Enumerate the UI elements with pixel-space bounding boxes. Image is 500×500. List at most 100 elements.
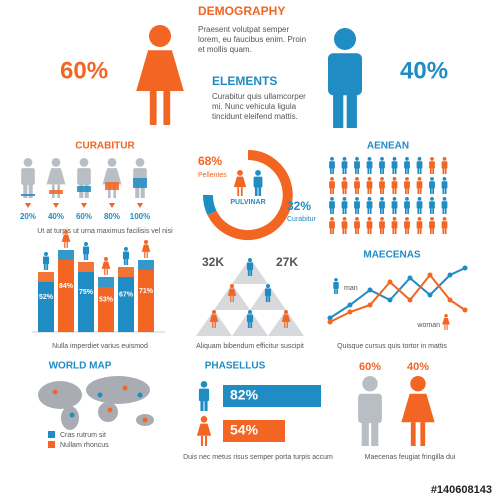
fill-level [105,182,119,190]
leg [367,228,370,234]
percent: 40% [407,361,429,373]
percent: 68% [198,154,222,168]
leg [43,263,46,270]
man-icon [329,197,335,214]
continent [38,381,82,409]
leg [404,208,407,214]
point [367,302,373,308]
head [355,177,359,181]
leg [344,188,347,194]
body [379,181,385,189]
body [379,161,385,169]
head [392,217,397,221]
leg [342,168,345,174]
donut-inner [220,167,276,223]
point [447,272,453,278]
man-icon [329,157,335,174]
head [410,376,426,392]
man-icon [366,177,373,194]
leg [28,184,33,198]
leg [392,168,395,174]
head [417,157,422,161]
leg [357,208,360,214]
leg [149,91,157,125]
body [42,256,50,265]
value: 27K [276,255,298,269]
leg [420,422,426,446]
leg [357,168,360,174]
man-icon [429,177,435,194]
dress [136,50,184,91]
man-icon [341,157,348,174]
man-icon [253,170,263,196]
leg [346,93,357,128]
map-dot [97,392,103,398]
head [104,257,108,261]
head [107,158,117,167]
leg [357,228,360,234]
leg [126,258,129,265]
leg [344,228,347,234]
value: 32K [202,255,224,269]
woman-icon [281,310,291,328]
body [416,201,423,209]
man-icon [21,158,35,198]
leg [265,295,268,302]
body [341,221,348,229]
man-icon [391,157,398,174]
leg [369,208,372,214]
leg [392,228,395,234]
man-icon [416,217,423,234]
body [77,168,91,185]
leg [382,228,385,234]
head [330,197,334,201]
triangle [232,258,268,284]
triangle [232,310,268,336]
bar [223,385,321,407]
man-icon [358,376,382,446]
leg [417,208,420,214]
woman-icon [209,310,219,328]
man-icon [198,381,210,411]
body [379,201,385,209]
man-icon [341,217,348,234]
leg [404,188,407,194]
dress [281,314,291,322]
body [366,221,373,229]
fill-level [77,186,91,192]
leg [392,188,395,194]
leg [342,188,345,194]
leg [342,208,345,214]
man-icon [404,197,410,214]
body [333,282,339,289]
leg [404,168,407,174]
woman-icon [141,240,151,258]
percent: 80% [104,212,120,221]
man-icon [429,217,435,234]
leg [404,228,407,234]
percent: 40% [48,212,64,221]
body [82,246,90,255]
leg [419,228,422,234]
map-dot [107,407,113,413]
body [404,161,410,169]
body [429,201,435,209]
man-icon [354,197,360,214]
leg [214,321,216,328]
leg [429,168,432,174]
desc: Curabitur quis ullamcorper [212,92,306,101]
dress [46,168,66,185]
head [417,177,422,181]
head [334,28,356,50]
body [416,181,423,189]
caption: Aliquam bibendum efficitur suscipit [196,343,304,350]
percent: 71% [139,288,154,295]
legend: woman [416,322,440,329]
leg [369,228,372,234]
point [347,309,353,315]
leg [232,295,234,302]
head [392,157,397,161]
head [64,230,68,234]
leg [432,208,435,214]
woman-icon [442,314,450,330]
